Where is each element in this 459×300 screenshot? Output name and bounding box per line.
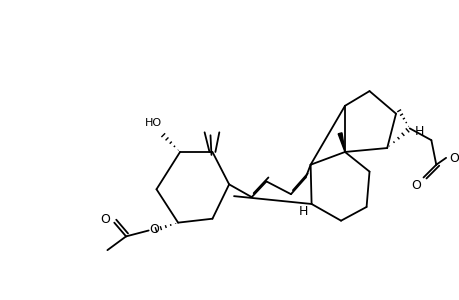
Text: H: H xyxy=(414,125,423,138)
Text: O: O xyxy=(100,213,110,226)
Text: O: O xyxy=(411,179,420,192)
Polygon shape xyxy=(337,133,344,152)
Text: O: O xyxy=(149,223,159,236)
Text: O: O xyxy=(448,152,458,165)
Text: H: H xyxy=(298,205,308,218)
Text: HO: HO xyxy=(145,118,162,128)
